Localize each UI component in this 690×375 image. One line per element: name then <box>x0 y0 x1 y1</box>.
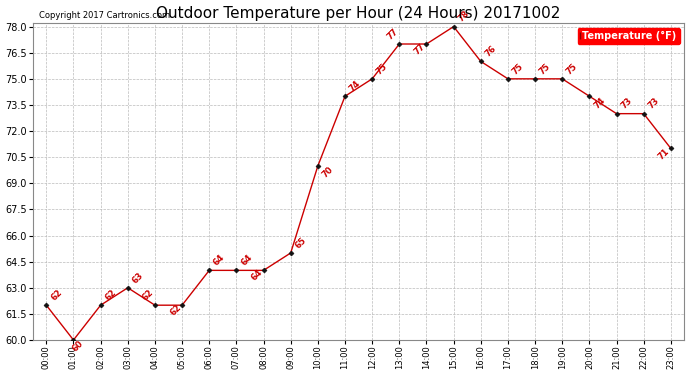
Text: 75: 75 <box>375 62 390 76</box>
Text: 73: 73 <box>620 96 634 111</box>
Text: 74: 74 <box>348 79 362 93</box>
Text: 70: 70 <box>321 165 335 180</box>
Text: 62: 62 <box>168 303 183 318</box>
Text: 62: 62 <box>104 288 118 302</box>
Text: 77: 77 <box>386 27 400 41</box>
Text: 64: 64 <box>239 253 254 268</box>
Text: 62: 62 <box>141 288 156 302</box>
Text: 77: 77 <box>413 42 427 57</box>
Text: 74: 74 <box>592 96 607 110</box>
Text: 60: 60 <box>70 339 86 354</box>
Text: 64: 64 <box>212 253 227 268</box>
Text: 73: 73 <box>647 96 661 111</box>
Legend: Temperature (°F): Temperature (°F) <box>578 28 680 44</box>
Text: 75: 75 <box>538 62 553 76</box>
Text: 76: 76 <box>484 44 498 58</box>
Text: 65: 65 <box>293 236 308 250</box>
Text: Copyright 2017 Cartronics.com: Copyright 2017 Cartronics.com <box>39 11 170 20</box>
Text: 71: 71 <box>657 146 671 161</box>
Text: 62: 62 <box>49 288 63 302</box>
Text: 64: 64 <box>250 268 264 283</box>
Text: 63: 63 <box>130 270 145 285</box>
Text: 75: 75 <box>511 62 525 76</box>
Title: Outdoor Temperature per Hour (24 Hours) 20171002: Outdoor Temperature per Hour (24 Hours) … <box>157 6 561 21</box>
Text: 78: 78 <box>456 9 471 24</box>
Text: 75: 75 <box>565 62 580 76</box>
